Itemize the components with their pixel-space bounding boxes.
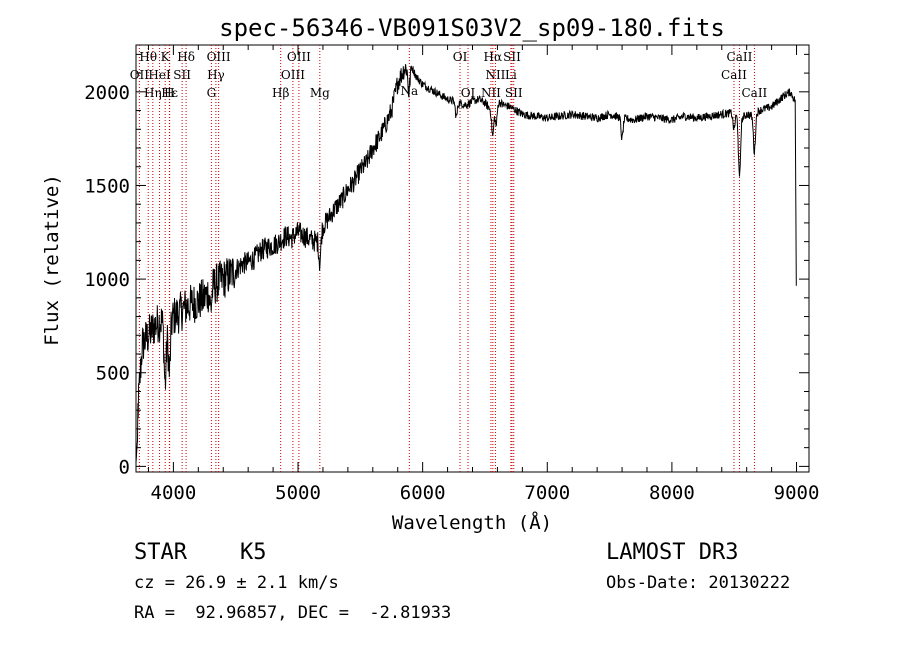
redshift-velocity: cz = 26.9 ± 2.1 km/s [134,573,339,593]
observation-date: Obs-Date: 20130222 [606,573,791,593]
line-label: Hη [144,86,162,100]
x-tick-label: 9000 [774,482,820,504]
y-tick-label: 2000 [84,82,130,104]
line-label: SII [505,86,523,100]
y-tick-label: 0 [119,456,130,478]
coordinates: RA = 92.96857, DEC = -2.81933 [134,603,452,623]
line-label: Hε [161,86,178,100]
line-label: K [161,50,171,64]
spectrum-line [135,64,797,463]
line-label: CaII [741,86,767,100]
chart-title: spec-56346-VB091S03V2_sp09-180.fits [219,14,725,42]
survey-name: LAMOST DR3 [606,540,739,565]
line-label: Li [505,68,517,82]
x-tick-label: 6000 [400,482,446,504]
line-label: OI [461,86,476,100]
line-label: OIII [287,50,311,64]
line-label: H [164,86,174,100]
x-tick-label: 7000 [524,482,570,504]
line-label: OIII [207,50,231,64]
line-label: Hβ [272,86,289,100]
object-subclass: K5 [240,540,267,565]
line-label: OII [130,68,150,82]
y-tick-label: 500 [96,363,130,385]
line-label: Hδ [177,50,195,64]
line-label: CaII [727,50,753,64]
line-label: Mg [310,86,330,100]
line-label: Hθ [139,50,157,64]
object-class: STAR [134,540,187,565]
line-label: OIII [281,68,305,82]
line-label: CaII [721,68,747,82]
spectral-line-markers [138,45,755,472]
x-tick-label: 8000 [649,482,695,504]
line-label: SII [173,68,191,82]
line-label: G [207,86,217,100]
plot-frame [135,44,810,473]
spectrum-chart: spec-56346-VB091S03V2_sp09-180.fits Hθ OI… [41,14,820,534]
x-tick-label: 5000 [275,482,321,504]
line-label: Hα [484,50,503,64]
line-label: HeI [148,68,171,82]
y-tick-label: 1000 [84,269,130,291]
x-tick-label: 4000 [151,482,197,504]
x-axis-label: Wavelength (Å) [392,511,552,534]
y-axis-label: Flux (relative) [41,174,63,346]
line-label: NII [485,68,505,82]
line-label: SII [503,50,521,64]
line-label: NII [481,86,501,100]
line-label: Hγ [207,68,225,82]
x-axis-ticks: 4000 5000 6000 7000 8000 9000 [147,45,820,504]
y-tick-label: 1500 [84,175,130,197]
y-axis-ticks: 0 500 1000 1500 2000 [84,53,809,478]
line-label: OI [453,50,468,64]
